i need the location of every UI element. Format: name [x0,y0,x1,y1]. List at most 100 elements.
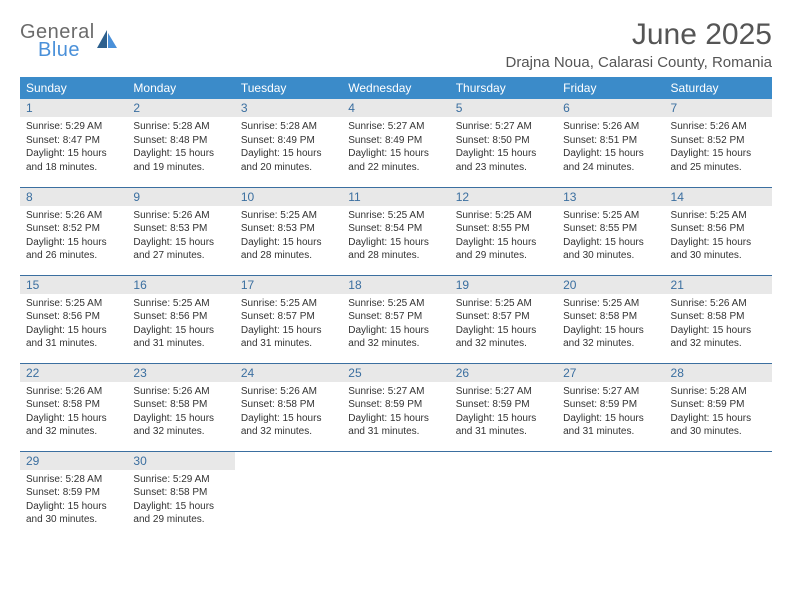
day-number: 24 [235,364,342,382]
day-details: Sunrise: 5:29 AMSunset: 8:47 PMDaylight:… [26,120,121,174]
daylight-line-2: and 29 minutes. [133,513,228,527]
sunset-line: Sunset: 8:58 PM [671,310,766,324]
sunrise-line: Sunrise: 5:27 AM [456,385,551,399]
sunset-line: Sunset: 8:56 PM [26,310,121,324]
sunrise-line: Sunrise: 5:26 AM [26,209,121,223]
calendar-day-cell: 19 Sunrise: 5:25 AMSunset: 8:57 PMDayligh… [450,275,557,363]
sunrise-line: Sunrise: 5:25 AM [348,209,443,223]
day-number: 23 [127,364,234,382]
calendar-day-cell: 13 Sunrise: 5:25 AMSunset: 8:55 PMDayligh… [557,187,664,275]
sunrise-line: Sunrise: 5:26 AM [671,297,766,311]
sunset-line: Sunset: 8:59 PM [671,398,766,412]
daylight-line-2: and 31 minutes. [348,425,443,439]
calendar-day-cell: 22Sunrise: 5:26 AMSunset: 8:58 PMDayligh… [20,363,127,451]
day-details: Sunrise: 5:25 AMSunset: 8:53 PMDaylight:… [241,209,336,263]
day-details: Sunrise: 5:25 AMSunset: 8:57 PMDaylight:… [456,297,551,351]
daylight-line-2: and 28 minutes. [348,249,443,263]
calendar-day-cell [450,451,557,539]
sunset-line: Sunset: 8:51 PM [563,134,658,148]
sunset-line: Sunset: 8:49 PM [348,134,443,148]
daylight-line-1: Daylight: 15 hours [241,147,336,161]
daylight-line-1: Daylight: 15 hours [26,500,121,514]
sunrise-line: Sunrise: 5:25 AM [456,297,551,311]
logo-text: General Blue [20,22,95,60]
day-number: 8 [20,188,127,206]
daylight-line-1: Daylight: 15 hours [26,412,121,426]
daylight-line-2: and 30 minutes. [671,425,766,439]
calendar-day-cell: 21Sunrise: 5:26 AMSunset: 8:58 PMDayligh… [665,275,772,363]
daylight-line-2: and 32 minutes. [26,425,121,439]
sunrise-line: Sunrise: 5:27 AM [348,120,443,134]
day-number: 17 [235,276,342,294]
calendar-day-cell: 27Sunrise: 5:27 AMSunset: 8:59 PMDayligh… [557,363,664,451]
daylight-line-1: Daylight: 15 hours [241,412,336,426]
daylight-line-1: Daylight: 15 hours [671,324,766,338]
daylight-line-2: and 18 minutes. [26,161,121,175]
day-details: Sunrise: 5:26 AMSunset: 8:58 PMDaylight:… [671,297,766,351]
day-details: Sunrise: 5:25 AMSunset: 8:58 PMDaylight:… [563,297,658,351]
daylight-line-2: and 32 minutes. [241,425,336,439]
page-header: General Blue June 2025 Drajna Noua, Cala… [20,18,772,71]
daylight-line-1: Daylight: 15 hours [241,324,336,338]
day-details: Sunrise: 5:26 AMSunset: 8:58 PMDaylight:… [26,385,121,439]
daylight-line-1: Daylight: 15 hours [26,324,121,338]
day-details: Sunrise: 5:28 AMSunset: 8:59 PMDaylight:… [26,473,121,527]
day-number: 19 [450,276,557,294]
day-header: Wednesday [342,77,449,99]
day-number: 10 [235,188,342,206]
day-number: 16 [127,276,234,294]
calendar-week-row: 8Sunrise: 5:26 AMSunset: 8:52 PMDaylight… [20,187,772,275]
sunset-line: Sunset: 8:53 PM [133,222,228,236]
sunset-line: Sunset: 8:47 PM [26,134,121,148]
sunrise-line: Sunrise: 5:28 AM [133,120,228,134]
title-block: June 2025 Drajna Noua, Calarasi County, … [505,18,772,71]
daylight-line-2: and 31 minutes. [563,425,658,439]
day-header-row: Sunday Monday Tuesday Wednesday Thursday… [20,77,772,99]
sunset-line: Sunset: 8:54 PM [348,222,443,236]
daylight-line-1: Daylight: 15 hours [456,147,551,161]
daylight-line-1: Daylight: 15 hours [348,412,443,426]
sunset-line: Sunset: 8:57 PM [456,310,551,324]
day-number: 11 [342,188,449,206]
sunrise-line: Sunrise: 5:26 AM [241,385,336,399]
day-number: 15 [20,276,127,294]
day-details: Sunrise: 5:25 AMSunset: 8:57 PMDaylight:… [348,297,443,351]
day-number: 30 [127,452,234,470]
day-details: Sunrise: 5:25 AMSunset: 8:55 PMDaylight:… [563,209,658,263]
daylight-line-1: Daylight: 15 hours [671,147,766,161]
sunset-line: Sunset: 8:56 PM [671,222,766,236]
day-details: Sunrise: 5:27 AMSunset: 8:50 PMDaylight:… [456,120,551,174]
day-number: 25 [342,364,449,382]
calendar-day-cell: 20Sunrise: 5:25 AMSunset: 8:58 PMDayligh… [557,275,664,363]
daylight-line-1: Daylight: 15 hours [133,500,228,514]
day-details: Sunrise: 5:28 AMSunset: 8:59 PMDaylight:… [671,385,766,439]
day-number: 13 [557,188,664,206]
sunrise-line: Sunrise: 5:27 AM [348,385,443,399]
calendar-week-row: 1Sunrise: 5:29 AMSunset: 8:47 PMDaylight… [20,99,772,187]
sunset-line: Sunset: 8:58 PM [133,398,228,412]
calendar-day-cell: 15 Sunrise: 5:25 AMSunset: 8:56 PMDayligh… [20,275,127,363]
calendar-day-cell: 30Sunrise: 5:29 AMSunset: 8:58 PMDayligh… [127,451,234,539]
calendar-day-cell: 14Sunrise: 5:25 AMSunset: 8:56 PMDayligh… [665,187,772,275]
daylight-line-1: Daylight: 15 hours [26,236,121,250]
daylight-line-2: and 32 minutes. [133,425,228,439]
day-details: Sunrise: 5:25 AMSunset: 8:54 PMDaylight:… [348,209,443,263]
sunrise-line: Sunrise: 5:29 AM [26,120,121,134]
sunrise-line: Sunrise: 5:25 AM [133,297,228,311]
sunrise-line: Sunrise: 5:28 AM [671,385,766,399]
calendar-day-cell [557,451,664,539]
calendar-day-cell [342,451,449,539]
calendar-day-cell: 25Sunrise: 5:27 AMSunset: 8:59 PMDayligh… [342,363,449,451]
calendar-day-cell: 29 Sunrise: 5:28 AMSunset: 8:59 PMDayligh… [20,451,127,539]
day-number: 29 [20,452,127,470]
calendar-day-cell: 2Sunrise: 5:28 AMSunset: 8:48 PMDaylight… [127,99,234,187]
daylight-line-1: Daylight: 15 hours [348,236,443,250]
sunrise-line: Sunrise: 5:25 AM [26,297,121,311]
logo: General Blue [20,22,119,60]
calendar-week-row: 15Sunrise: 5:25 AMSunset: 8:56 PMDayligh… [20,275,772,363]
day-number: 7 [665,99,772,117]
day-header: Monday [127,77,234,99]
daylight-line-2: and 22 minutes. [348,161,443,175]
calendar-day-cell [235,451,342,539]
day-number: 14 [665,188,772,206]
